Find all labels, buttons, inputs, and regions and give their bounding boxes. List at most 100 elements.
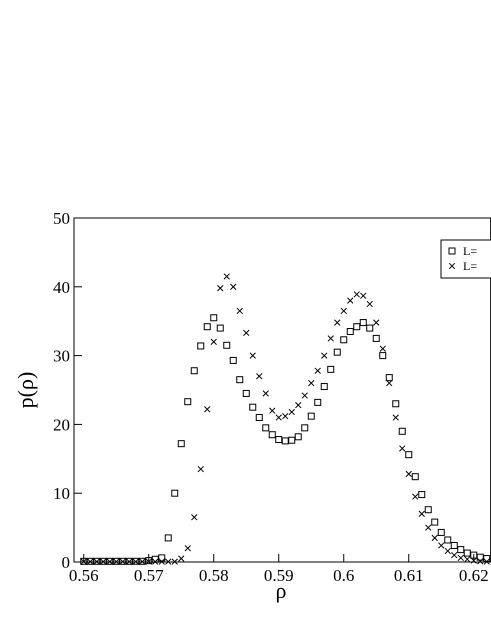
square-point (398, 427, 406, 435)
square-point (437, 528, 445, 536)
x-axis-label: ρ (276, 578, 287, 603)
cross-point (373, 319, 380, 326)
y-tick-label: 20 (53, 415, 70, 434)
cross-point (334, 319, 341, 326)
legend-marker (448, 262, 456, 270)
cross-point (314, 367, 321, 374)
cross-point (249, 352, 256, 359)
cross-point (100, 558, 107, 565)
x-tick-label: 0.58 (199, 566, 229, 585)
square-point (249, 403, 257, 411)
cross-point (106, 558, 113, 565)
square-point (301, 424, 309, 432)
cross-point (132, 558, 139, 565)
cross-point (204, 406, 211, 413)
y-tick-label: 30 (53, 347, 70, 366)
square-point (307, 412, 315, 420)
y-tick-label: 40 (53, 278, 70, 297)
square-point (411, 473, 419, 481)
square-point (327, 365, 335, 373)
cross-point (126, 558, 133, 565)
cross-point (93, 558, 100, 565)
y-axis-label: p(ρ) (13, 372, 38, 409)
cross-point (87, 558, 94, 565)
square-point (223, 341, 231, 349)
square-point (418, 491, 426, 499)
cross-point (256, 373, 263, 380)
cross-point (321, 352, 328, 359)
cross-point (262, 390, 269, 397)
plot-frame (73, 217, 491, 563)
square-point (444, 536, 452, 544)
square-point (431, 518, 439, 526)
cross-point (243, 329, 250, 337)
square-point (275, 436, 283, 444)
cross-point (295, 401, 302, 409)
cross-point (178, 555, 185, 562)
legend-label: L= (463, 244, 477, 258)
cross-point (418, 510, 425, 517)
square-point (184, 398, 192, 406)
square-point (268, 431, 276, 439)
square-point (372, 334, 380, 342)
square-point (320, 383, 328, 391)
legend-box (440, 239, 491, 279)
y-tick-label: 0 (62, 553, 71, 572)
cross-point (139, 558, 146, 565)
square-point (158, 554, 166, 562)
cross-point (405, 470, 412, 478)
square-point (216, 324, 224, 332)
cross-point (145, 558, 152, 565)
cross-point (119, 558, 126, 565)
square-point (379, 352, 387, 360)
square-point (424, 506, 432, 514)
square-point (340, 336, 348, 344)
legend-marker (448, 247, 456, 255)
cross-point (470, 557, 477, 564)
y-tick-label: 10 (53, 484, 70, 503)
square-point (190, 367, 198, 375)
square-point (171, 489, 179, 497)
square-point (294, 433, 302, 441)
cross-point (165, 558, 172, 565)
square-point (236, 376, 244, 384)
cross-point (301, 392, 308, 399)
cross-point (451, 551, 458, 559)
cross-point (353, 291, 360, 298)
cross-point (152, 558, 159, 565)
square-point (281, 437, 289, 445)
square-point (450, 541, 458, 549)
cross-point (464, 556, 471, 563)
cross-point (80, 558, 87, 565)
square-point (314, 398, 322, 406)
cross-point (379, 345, 386, 352)
square-point (353, 323, 361, 331)
y-tick-label: 50 (53, 209, 70, 228)
x-tick-label: 0.62 (459, 566, 489, 585)
cross-point (113, 558, 120, 565)
cross-point (210, 338, 217, 345)
square-point (457, 546, 465, 554)
cross-point (444, 547, 451, 555)
cross-point (282, 412, 289, 420)
cross-point (412, 493, 419, 500)
square-point (255, 414, 263, 422)
square-point (242, 389, 250, 397)
cross-point (366, 300, 373, 308)
cross-point (399, 445, 406, 452)
cross-point (386, 379, 393, 387)
cross-point (425, 524, 432, 531)
cross-point (197, 465, 204, 473)
square-point (359, 319, 367, 327)
square-point (463, 549, 471, 557)
cross-point (347, 297, 354, 304)
cross-point (431, 534, 438, 542)
square-point (229, 356, 237, 364)
cross-point (477, 558, 484, 565)
cross-point (288, 408, 295, 416)
square-point (405, 451, 413, 459)
cross-point (191, 514, 198, 521)
square-point (288, 436, 296, 444)
cross-point (327, 335, 334, 342)
x-tick-label: 0.59 (264, 566, 294, 585)
